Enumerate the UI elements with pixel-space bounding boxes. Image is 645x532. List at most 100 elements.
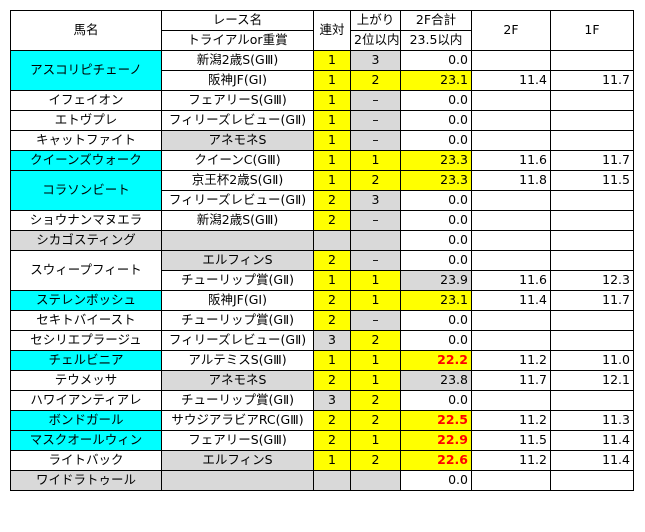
- agari-rank: 2: [350, 70, 401, 91]
- rentai-value: 3: [313, 390, 351, 411]
- horse-name: ワイドラトゥール: [10, 470, 162, 491]
- one-f-time: [550, 470, 634, 491]
- rentai-value: 1: [313, 90, 351, 111]
- agari-rank: –: [350, 110, 401, 131]
- horse-name: クイーンズウォーク: [10, 150, 162, 171]
- one-f-time: 11.3: [550, 410, 634, 431]
- race-name: [161, 230, 314, 251]
- header-2f-threshold: 23.5以内: [400, 30, 472, 51]
- rentai-value: [313, 470, 351, 491]
- horse-name: アスコリピチェーノ: [10, 50, 162, 91]
- table-row: クイーンズウォーク クイーンC(GⅢ) 1 1 23.3 11.6 11.7: [10, 150, 634, 171]
- table-row: マスクオールウィン フェアリーS(GⅢ) 2 1 22.9 11.5 11.4: [10, 430, 634, 451]
- two-f-total: 0.0: [400, 230, 472, 251]
- two-f-total: 23.3: [400, 170, 472, 191]
- two-f-total: 0.0: [400, 90, 472, 111]
- race-name: 新潟2歳S(GⅢ): [161, 210, 314, 231]
- table-row: アスコリピチェーノ 新潟2歳S(GⅢ) 1 3 0.0: [10, 50, 634, 91]
- horse-name: ボンドガール: [10, 410, 162, 431]
- two-f-total: 22.6: [400, 450, 472, 471]
- horse-name: セシリエプラージュ: [10, 330, 162, 351]
- one-f-time: [550, 110, 634, 131]
- race-name: アルテミスS(GⅢ): [161, 350, 314, 371]
- agari-rank: 1: [350, 430, 401, 451]
- horse-name: キャットファイト: [10, 130, 162, 151]
- race-name: アネモネS: [161, 130, 314, 151]
- two-f-total: 23.8: [400, 370, 472, 391]
- table-row: セシリエプラージュ フィリーズレビュー(GⅡ) 3 2 0.0: [10, 330, 634, 351]
- table-row: ハワイアンティアレ チューリップ賞(GⅡ) 3 2 0.0: [10, 390, 634, 411]
- agari-rank: 2: [350, 170, 401, 191]
- agari-rank: 2: [350, 450, 401, 471]
- race-name: エルフィンS: [161, 250, 314, 271]
- header-1f: 1F: [550, 10, 634, 51]
- two-f-time: [471, 310, 551, 331]
- agari-rank: –: [350, 250, 401, 271]
- rentai-value: 1: [313, 270, 351, 291]
- agari-rank: –: [350, 90, 401, 111]
- table-row: シカゴスティング 0.0: [10, 230, 634, 251]
- table-row: キャットファイト アネモネS 1–0.0: [10, 130, 634, 151]
- two-f-time: [471, 390, 551, 411]
- rentai-value: [313, 230, 351, 251]
- two-f-total: 23.9: [400, 270, 472, 291]
- one-f-time: 11.7: [550, 290, 634, 311]
- agari-rank: 2: [350, 410, 401, 431]
- horse-name: エトヴプレ: [10, 110, 162, 131]
- rentai-value: 1: [313, 70, 351, 91]
- one-f-time: 11.4: [550, 450, 634, 471]
- header-race-type: トライアルor重賞: [161, 30, 314, 51]
- two-f-total: 0.0: [400, 210, 472, 231]
- rentai-value: 2: [313, 310, 351, 331]
- agari-rank: [350, 470, 401, 491]
- two-f-total: 0.0: [400, 190, 472, 211]
- race-name: チューリップ賞(GⅡ): [161, 390, 314, 411]
- one-f-time: 11.5: [550, 170, 634, 191]
- rentai-value: 2: [313, 250, 351, 271]
- horse-name: スウィープフィート: [10, 250, 162, 291]
- rentai-value: 2: [313, 410, 351, 431]
- agari-rank: –: [350, 130, 401, 151]
- two-f-time: [471, 470, 551, 491]
- table-row: ライトバック エルフィンS 1 2 22.6 11.2 11.4: [10, 450, 634, 471]
- one-f-time: [550, 90, 634, 111]
- one-f-time: 11.4: [550, 430, 634, 451]
- two-f-time: 11.5: [471, 430, 551, 451]
- agari-rank: 1: [350, 350, 401, 371]
- one-f-time: [550, 50, 634, 71]
- horse-name: ショウナンマヌエラ: [10, 210, 162, 231]
- table-row: ショウナンマヌエラ 新潟2歳S(GⅢ) 2–0.0: [10, 210, 634, 231]
- race-name: クイーンC(GⅢ): [161, 150, 314, 171]
- two-f-time: 11.8: [471, 170, 551, 191]
- rentai-value: 1: [313, 150, 351, 171]
- table-row: コラソンビート 京王杯2歳S(GⅡ) 1 2 23.3 11.8 11.5: [10, 170, 634, 211]
- race-name: 京王杯2歳S(GⅡ): [161, 170, 314, 191]
- two-f-time: [471, 230, 551, 251]
- two-f-time: [471, 190, 551, 211]
- two-f-time: [471, 250, 551, 271]
- agari-rank: 1: [350, 290, 401, 311]
- table-row: イフェイオン フェアリーS(GⅢ) 1–0.0: [10, 90, 634, 111]
- two-f-time: 11.4: [471, 290, 551, 311]
- agari-rank: –: [350, 310, 401, 331]
- table-row: チェルビニア アルテミスS(GⅢ) 1 1 22.2 11.2 11.0: [10, 350, 634, 371]
- one-f-time: 11.7: [550, 70, 634, 91]
- rentai-value: 1: [313, 450, 351, 471]
- rentai-value: 2: [313, 210, 351, 231]
- race-name: 新潟2歳S(GⅢ): [161, 50, 314, 71]
- two-f-total: 0.0: [400, 390, 472, 411]
- agari-rank: 3: [350, 190, 401, 211]
- two-f-total: 0.0: [400, 330, 472, 351]
- horse-name: テウメッサ: [10, 370, 162, 391]
- race-name: 阪神JF(GⅠ): [161, 70, 314, 91]
- two-f-time: [471, 330, 551, 351]
- agari-rank: 1: [350, 270, 401, 291]
- two-f-total: 0.0: [400, 50, 472, 71]
- rentai-value: 2: [313, 430, 351, 451]
- agari-rank: [350, 230, 401, 251]
- horse-name: イフェイオン: [10, 90, 162, 111]
- rentai-value: 1: [313, 50, 351, 71]
- two-f-time: [471, 90, 551, 111]
- horse-race-table: 馬名 レース名 連対 上がり 2F合計 2F 1F トライアルor重賞 2位以内…: [10, 10, 634, 491]
- header-horse: 馬名: [10, 10, 162, 51]
